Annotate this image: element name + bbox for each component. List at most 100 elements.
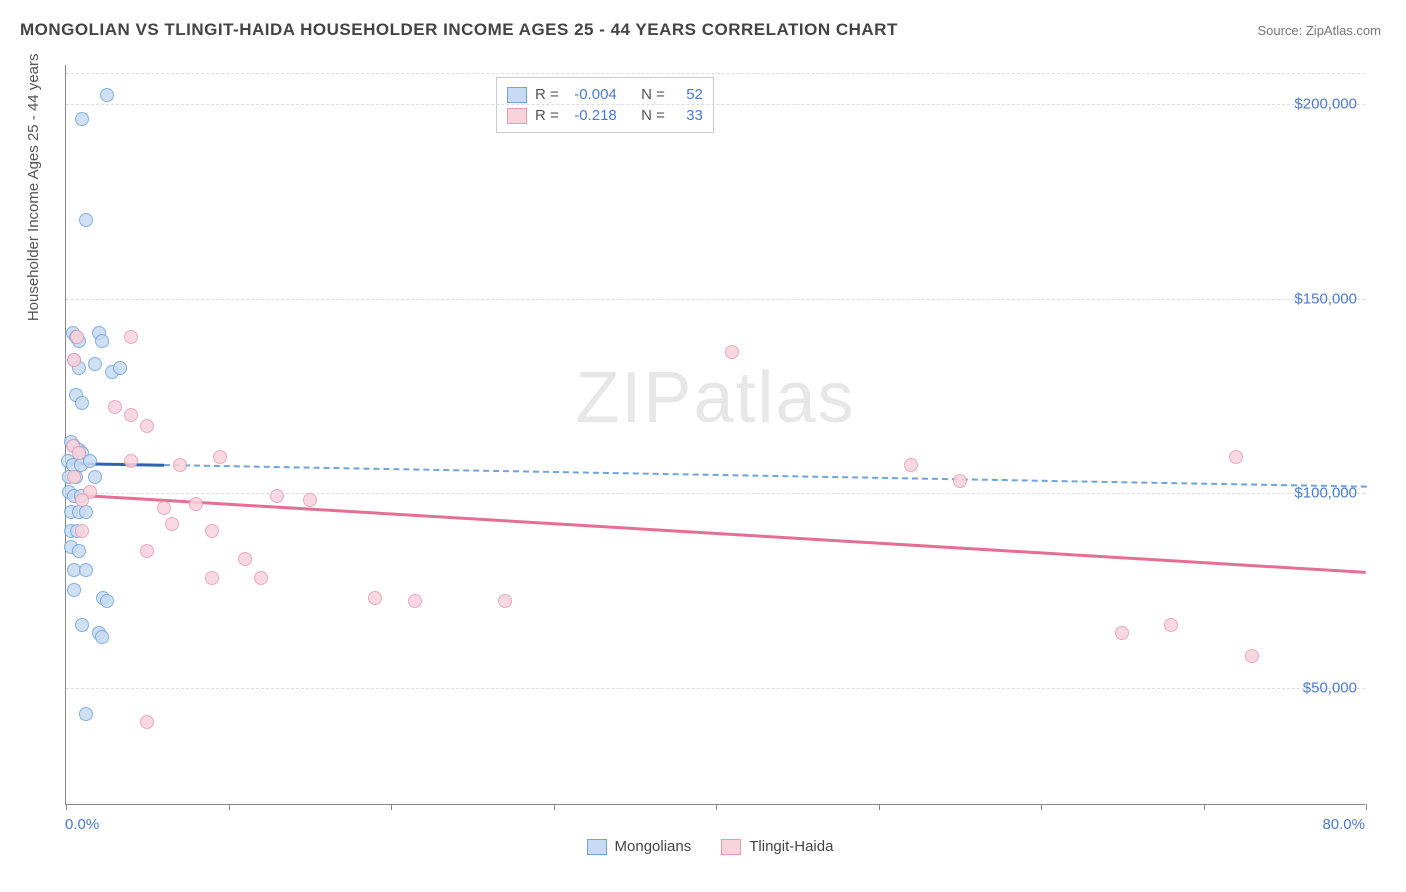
legend-series-label: Mongolians [615, 838, 692, 855]
y-tick-label: $50,000 [1303, 680, 1357, 697]
scatter-point [124, 330, 138, 344]
grid-line [66, 104, 1365, 105]
scatter-point [140, 715, 154, 729]
y-tick-label: $100,000 [1294, 485, 1357, 502]
scatter-point [75, 524, 89, 538]
legend-r-value: -0.004 [567, 86, 617, 103]
scatter-point [100, 594, 114, 608]
scatter-point [254, 571, 268, 585]
scatter-point [205, 571, 219, 585]
grid-line [66, 299, 1365, 300]
x-tick [391, 804, 392, 810]
scatter-point [140, 544, 154, 558]
regression-line [66, 493, 1366, 574]
legend-swatch [507, 108, 527, 124]
source-attribution: Source: ZipAtlas.com [1257, 23, 1381, 38]
legend-statistics: R =-0.004 N =52R =-0.218 N =33 [496, 77, 714, 133]
scatter-point [100, 88, 114, 102]
scatter-point [79, 213, 93, 227]
y-tick-label: $150,000 [1294, 290, 1357, 307]
scatter-point [75, 396, 89, 410]
regression-line [163, 464, 1366, 488]
scatter-point [953, 474, 967, 488]
legend-series-item: Mongolians [587, 838, 692, 855]
legend-r-label: R = [535, 107, 559, 124]
x-tick [879, 804, 880, 810]
scatter-point [368, 591, 382, 605]
legend-n-label: N = [641, 86, 665, 103]
watermark-atlas: atlas [693, 358, 855, 438]
legend-swatch [587, 839, 607, 855]
watermark: ZIPatlas [575, 357, 855, 439]
legend-n-value: 52 [673, 86, 703, 103]
scatter-point [725, 345, 739, 359]
scatter-point [124, 454, 138, 468]
grid-line [66, 493, 1365, 494]
x-tick [716, 804, 717, 810]
scatter-point [1164, 618, 1178, 632]
scatter-point [189, 497, 203, 511]
scatter-point [157, 501, 171, 515]
scatter-point [70, 330, 84, 344]
scatter-point [165, 517, 179, 531]
scatter-point [124, 408, 138, 422]
scatter-point [88, 470, 102, 484]
source-prefix: Source: [1257, 23, 1305, 38]
scatter-point [408, 594, 422, 608]
legend-series-label: Tlingit-Haida [749, 838, 833, 855]
legend-series: Mongolians Tlingit-Haida [40, 838, 1380, 855]
legend-r-value: -0.218 [567, 107, 617, 124]
chart-area: Householder Income Ages 25 - 44 years ZI… [40, 55, 1380, 855]
scatter-point [1245, 649, 1259, 663]
scatter-point [95, 334, 109, 348]
scatter-point [213, 450, 227, 464]
scatter-point [113, 361, 127, 375]
scatter-point [75, 112, 89, 126]
legend-r-label: R = [535, 86, 559, 103]
scatter-point [498, 594, 512, 608]
chart-title: MONGOLIAN VS TLINGIT-HAIDA HOUSEHOLDER I… [20, 20, 898, 40]
scatter-point [238, 552, 252, 566]
legend-swatch [507, 87, 527, 103]
source-link[interactable]: ZipAtlas.com [1306, 23, 1381, 38]
plot-region: ZIPatlas R =-0.004 N =52R =-0.218 N =33 … [65, 65, 1365, 805]
scatter-point [205, 524, 219, 538]
scatter-point [75, 618, 89, 632]
legend-stat-row: R =-0.218 N =33 [507, 105, 703, 126]
scatter-point [67, 353, 81, 367]
watermark-zip: ZIP [575, 358, 693, 438]
scatter-point [140, 419, 154, 433]
scatter-point [75, 493, 89, 507]
scatter-point [1115, 626, 1129, 640]
scatter-point [72, 446, 86, 460]
x-tick [1204, 804, 1205, 810]
scatter-point [83, 454, 97, 468]
x-tick [554, 804, 555, 810]
x-axis-min-label: 0.0% [65, 816, 99, 833]
scatter-point [904, 458, 918, 472]
grid-line [66, 73, 1365, 74]
x-tick [1041, 804, 1042, 810]
scatter-point [270, 489, 284, 503]
scatter-point [303, 493, 317, 507]
x-tick [1366, 804, 1367, 810]
scatter-point [79, 563, 93, 577]
x-tick [66, 804, 67, 810]
y-tick-label: $200,000 [1294, 95, 1357, 112]
legend-swatch [721, 839, 741, 855]
x-tick [229, 804, 230, 810]
scatter-point [67, 470, 81, 484]
legend-n-value: 33 [673, 107, 703, 124]
y-axis-label: Householder Income Ages 25 - 44 years [25, 54, 42, 322]
scatter-point [67, 583, 81, 597]
scatter-point [79, 707, 93, 721]
scatter-point [95, 630, 109, 644]
legend-series-item: Tlingit-Haida [721, 838, 833, 855]
legend-stat-row: R = -0.004 N = 52 [507, 84, 703, 105]
x-axis-max-label: 80.0% [1322, 816, 1365, 833]
grid-line [66, 688, 1365, 689]
scatter-point [88, 357, 102, 371]
scatter-point [72, 544, 86, 558]
scatter-point [108, 400, 122, 414]
scatter-point [1229, 450, 1243, 464]
